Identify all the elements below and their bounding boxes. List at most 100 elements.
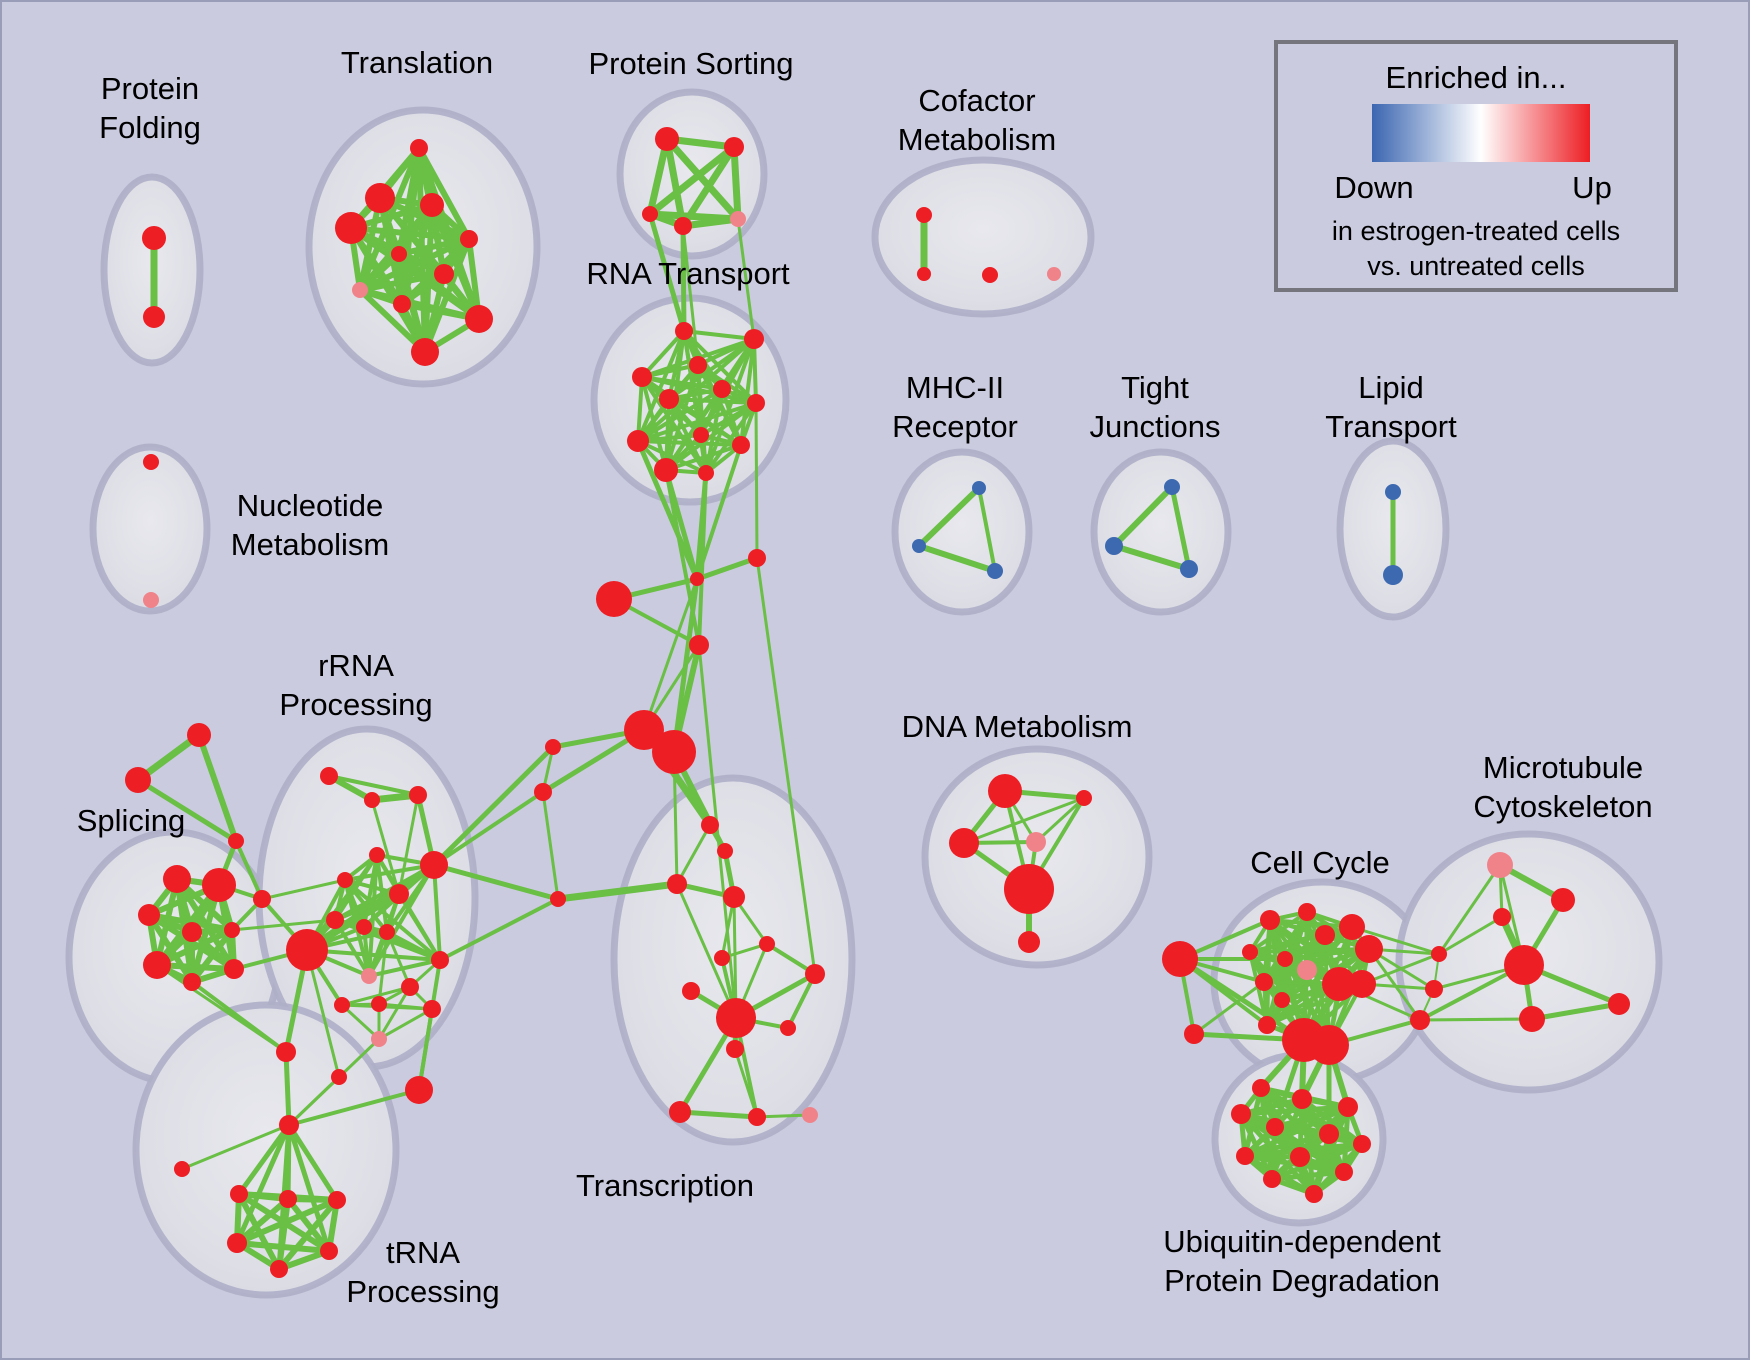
node-mh3[interactable]	[987, 563, 1003, 579]
node-tx11[interactable]	[726, 1040, 744, 1058]
node-tn1[interactable]	[279, 1115, 299, 1135]
node-bt2[interactable]	[371, 996, 387, 1012]
node-cc4[interactable]	[1339, 914, 1365, 940]
node-m8[interactable]	[534, 783, 552, 801]
node-cc3[interactable]	[1315, 925, 1335, 945]
node-ub4[interactable]	[1231, 1104, 1251, 1124]
node-tu1[interactable]	[276, 1042, 296, 1062]
node-mt5[interactable]	[1519, 1006, 1545, 1032]
node-th4[interactable]	[227, 1233, 247, 1253]
node-dm2[interactable]	[1076, 790, 1092, 806]
node-dm4[interactable]	[1026, 832, 1046, 852]
node-nm1[interactable]	[143, 454, 159, 470]
node-tx14[interactable]	[802, 1107, 818, 1123]
node-tx4[interactable]	[723, 886, 745, 908]
node-tu2[interactable]	[331, 1069, 347, 1085]
node-tx9[interactable]	[716, 998, 756, 1038]
node-tr5[interactable]	[460, 230, 478, 248]
node-st1[interactable]	[187, 723, 211, 747]
node-tr6[interactable]	[391, 246, 407, 262]
node-rr9[interactable]	[356, 919, 372, 935]
node-rr2[interactable]	[364, 792, 380, 808]
node-cc6[interactable]	[1277, 951, 1293, 967]
node-cc9[interactable]	[1322, 967, 1356, 1001]
node-rr3[interactable]	[409, 786, 427, 804]
node-sp7[interactable]	[183, 973, 201, 991]
node-mt4[interactable]	[1504, 945, 1544, 985]
node-rr11[interactable]	[286, 929, 328, 971]
node-ch2[interactable]	[1309, 1025, 1349, 1065]
node-rt11[interactable]	[654, 458, 678, 482]
node-th6[interactable]	[270, 1260, 288, 1278]
node-ccB[interactable]	[1184, 1024, 1204, 1044]
node-rr10[interactable]	[379, 924, 395, 940]
node-rr12[interactable]	[361, 968, 377, 984]
node-pf1[interactable]	[142, 226, 166, 250]
node-bt4[interactable]	[423, 1000, 441, 1018]
node-cc10[interactable]	[1348, 970, 1376, 998]
node-cc13[interactable]	[1242, 944, 1258, 960]
node-rt8[interactable]	[693, 427, 709, 443]
node-rt4[interactable]	[632, 367, 652, 387]
node-ub3[interactable]	[1338, 1097, 1358, 1117]
node-st3[interactable]	[228, 833, 244, 849]
node-ub10[interactable]	[1263, 1170, 1281, 1188]
node-mt2[interactable]	[1551, 888, 1575, 912]
node-tj2[interactable]	[1105, 537, 1123, 555]
node-tx5[interactable]	[759, 936, 775, 952]
node-mh2[interactable]	[912, 539, 926, 553]
node-tx2[interactable]	[717, 843, 733, 859]
node-rr6[interactable]	[389, 884, 409, 904]
node-cf3[interactable]	[982, 267, 998, 283]
node-cc11[interactable]	[1274, 992, 1290, 1008]
node-m4[interactable]	[689, 635, 709, 655]
node-tr3[interactable]	[420, 193, 444, 217]
node-ps3[interactable]	[642, 206, 658, 222]
node-e1[interactable]	[550, 891, 566, 907]
node-sp4[interactable]	[182, 922, 202, 942]
node-m6[interactable]	[652, 730, 696, 774]
node-m1[interactable]	[596, 581, 632, 617]
node-th2[interactable]	[279, 1190, 297, 1208]
node-ub6[interactable]	[1319, 1124, 1339, 1144]
node-tx8[interactable]	[805, 964, 825, 984]
node-st2[interactable]	[125, 767, 151, 793]
node-sp1[interactable]	[163, 865, 191, 893]
node-ps2[interactable]	[724, 137, 744, 157]
node-tr7[interactable]	[434, 264, 454, 284]
node-ub5[interactable]	[1266, 1118, 1284, 1136]
node-ps4[interactable]	[674, 217, 692, 235]
node-ps5[interactable]	[730, 211, 746, 227]
node-lp2[interactable]	[1383, 565, 1403, 585]
node-rr13[interactable]	[431, 951, 449, 969]
node-cf4[interactable]	[1047, 267, 1061, 281]
node-rr1[interactable]	[320, 767, 338, 785]
node-rt1[interactable]	[675, 322, 693, 340]
node-th1[interactable]	[230, 1185, 248, 1203]
node-rt6[interactable]	[659, 389, 679, 409]
node-rr4[interactable]	[369, 847, 385, 863]
node-ub8[interactable]	[1236, 1147, 1254, 1165]
node-rc2[interactable]	[1425, 980, 1443, 998]
node-cc5[interactable]	[1355, 935, 1383, 963]
node-rt10[interactable]	[732, 436, 750, 454]
node-sp8[interactable]	[224, 959, 244, 979]
node-tx7[interactable]	[682, 982, 700, 1000]
node-m7[interactable]	[545, 739, 561, 755]
node-cc7[interactable]	[1297, 960, 1317, 980]
node-tr11[interactable]	[411, 338, 439, 366]
node-cf1[interactable]	[916, 207, 932, 223]
node-rr8[interactable]	[326, 911, 344, 929]
node-ub7[interactable]	[1353, 1135, 1371, 1153]
node-rt5[interactable]	[713, 380, 731, 398]
node-cc12[interactable]	[1258, 1016, 1276, 1034]
node-tx6[interactable]	[714, 950, 730, 966]
node-dm5[interactable]	[1004, 864, 1054, 914]
node-tj3[interactable]	[1180, 560, 1198, 578]
node-lp1[interactable]	[1385, 484, 1401, 500]
node-sp5[interactable]	[224, 922, 240, 938]
node-nm2[interactable]	[143, 592, 159, 608]
node-th3[interactable]	[328, 1191, 346, 1209]
node-rr7[interactable]	[420, 851, 448, 879]
